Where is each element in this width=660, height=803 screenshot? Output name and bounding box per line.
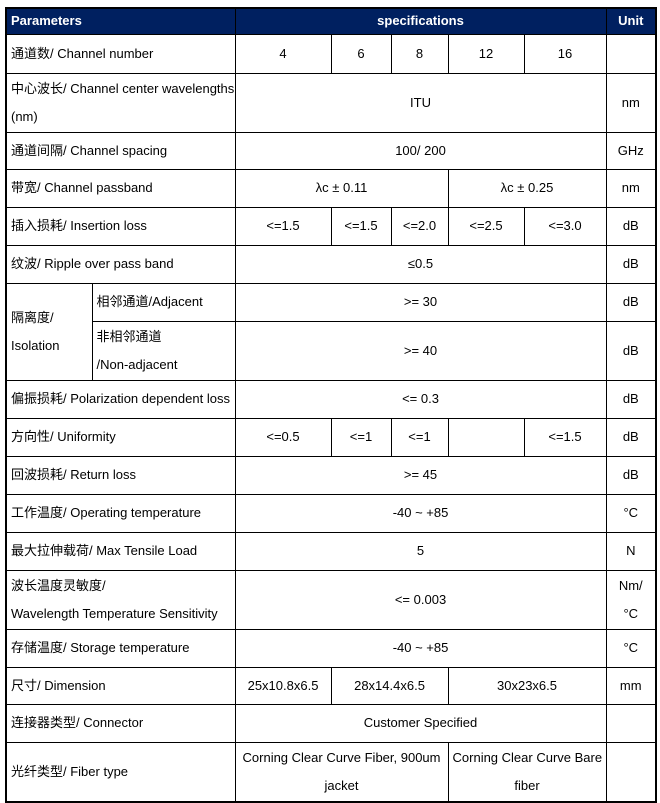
channel-spacing-label: 通道间隔/ Channel spacing	[5, 131, 236, 170]
uniformity-label: 方向性/ Uniformity	[5, 417, 236, 457]
datasheet-page: Parameters specifications Unit 通道数/ Chan…	[5, 7, 658, 803]
fiber-type-value-a: Corning Clear Curve Fiber, 900um jacket	[234, 741, 449, 802]
fiber-type-value-b: Corning Clear Curve Bare fiber	[447, 741, 607, 802]
connector-label: 连接器类型/ Connector	[5, 703, 236, 743]
row-center-wavelength: 中心波长/ Channel center wavelengths (nm) IT…	[5, 72, 657, 133]
row-channel-spacing: 通道间隔/ Channel spacing 100/ 200 GHz	[5, 131, 657, 170]
channel-number-value-3: 8	[390, 33, 449, 74]
row-operating-temperature: 工作温度/ Operating temperature -40 ~ +85 °C	[5, 493, 657, 533]
channel-number-value-5: 16	[523, 33, 607, 74]
passband-label: 带宽/ Channel passband	[5, 168, 236, 208]
channel-number-value-1: 4	[234, 33, 332, 74]
row-isolation-non-adjacent: 非相邻通道 /Non-adjacent >= 40 dB	[6, 320, 657, 381]
row-passband: 带宽/ Channel passband λc ± 0.11 λc ± 0.25…	[5, 168, 657, 208]
insertion-loss-value-5: <=3.0	[523, 206, 607, 246]
isolation-adjacent-value: >= 30	[234, 282, 607, 322]
operating-temperature-unit: °C	[605, 493, 657, 533]
wavelength-temperature-sensitivity-value: <= 0.003	[234, 569, 607, 630]
storage-temperature-value: -40 ~ +85	[234, 628, 607, 668]
insertion-loss-value-4: <=2.5	[447, 206, 525, 246]
pdl-label: 偏振损耗/ Polarization dependent loss	[5, 379, 236, 419]
max-tensile-load-value: 5	[234, 531, 607, 571]
header-specifications: specifications	[234, 7, 607, 35]
row-isolation-adjacent: 隔离度/ Isolation 相邻通道/Adjacent >= 30 dB	[5, 282, 657, 381]
channel-spacing-unit: GHz	[605, 131, 657, 170]
row-ripple: 纹波/ Ripple over pass band ≤0.5 dB	[5, 244, 657, 284]
row-channel-number: 通道数/ Channel number 4 6 8 12 16	[5, 33, 657, 74]
row-uniformity: 方向性/ Uniformity <=0.5 <=1 <=1 <=1.5 dB	[5, 417, 657, 457]
row-connector: 连接器类型/ Connector Customer Specified	[5, 703, 657, 743]
isolation-non-adjacent-value: >= 40	[234, 320, 607, 381]
uniformity-value-1: <=0.5	[234, 417, 332, 457]
isolation-adjacent-label: 相邻通道/Adjacent	[91, 282, 236, 322]
dimension-unit: mm	[605, 666, 657, 705]
row-wavelength-temperature-sensitivity: 波长温度灵敏度/ Wavelength Temperature Sensitiv…	[5, 569, 657, 630]
uniformity-value-4	[447, 417, 525, 457]
storage-temperature-unit: °C	[605, 628, 657, 668]
row-return-loss: 回波损耗/ Return loss >= 45 dB	[5, 455, 657, 495]
row-fiber-type: 光纤类型/ Fiber type Corning Clear Curve Fib…	[5, 741, 657, 802]
row-storage-temperature: 存储温度/ Storage temperature -40 ~ +85 °C	[5, 628, 657, 668]
return-loss-label: 回波损耗/ Return loss	[5, 455, 236, 495]
operating-temperature-label: 工作温度/ Operating temperature	[5, 493, 236, 533]
insertion-loss-unit: dB	[605, 206, 657, 246]
row-max-tensile-load: 最大拉伸载荷/ Max Tensile Load 5 N	[5, 531, 657, 571]
operating-temperature-value: -40 ~ +85	[234, 493, 607, 533]
fiber-type-unit	[605, 741, 657, 802]
connector-value: Customer Specified	[234, 703, 607, 743]
return-loss-unit: dB	[605, 455, 657, 495]
wavelength-temperature-sensitivity-unit: Nm/ °C	[605, 569, 657, 630]
row-pdl: 偏振损耗/ Polarization dependent loss <= 0.3…	[5, 379, 657, 419]
pdl-unit: dB	[605, 379, 657, 419]
isolation-label: 隔离度/ Isolation	[5, 282, 93, 381]
insertion-loss-label: 插入损耗/ Insertion loss	[5, 206, 236, 246]
channel-number-label: 通道数/ Channel number	[5, 33, 236, 74]
uniformity-value-3: <=1	[390, 417, 449, 457]
channel-number-unit	[605, 33, 657, 74]
uniformity-value-5: <=1.5	[523, 417, 607, 457]
passband-value-a: λc ± 0.11	[234, 168, 449, 208]
uniformity-unit: dB	[605, 417, 657, 457]
passband-value-b: λc ± 0.25	[447, 168, 607, 208]
fiber-type-label: 光纤类型/ Fiber type	[5, 741, 236, 802]
channel-number-value-2: 6	[330, 33, 392, 74]
insertion-loss-value-1: <=1.5	[234, 206, 332, 246]
max-tensile-load-label: 最大拉伸载荷/ Max Tensile Load	[5, 531, 236, 571]
isolation-non-adjacent-unit: dB	[605, 320, 657, 381]
isolation-adjacent-unit: dB	[605, 282, 657, 322]
center-wavelength-unit: nm	[605, 72, 657, 133]
center-wavelength-value: ITU	[234, 72, 607, 133]
dimension-label: 尺寸/ Dimension	[5, 666, 236, 705]
specifications-table: Parameters specifications Unit 通道数/ Chan…	[5, 7, 658, 803]
ripple-value: ≤0.5	[234, 244, 607, 284]
row-insertion-loss: 插入损耗/ Insertion loss <=1.5 <=1.5 <=2.0 <…	[5, 206, 657, 246]
uniformity-value-2: <=1	[330, 417, 392, 457]
channel-number-value-4: 12	[447, 33, 525, 74]
channel-spacing-value: 100/ 200	[234, 131, 607, 170]
storage-temperature-label: 存储温度/ Storage temperature	[5, 628, 236, 668]
row-dimension: 尺寸/ Dimension 25x10.8x6.5 28x14.4x6.5 30…	[5, 666, 657, 705]
header-row: Parameters specifications Unit	[5, 7, 657, 35]
return-loss-value: >= 45	[234, 455, 607, 495]
header-unit: Unit	[605, 7, 657, 35]
dimension-value-3: 30x23x6.5	[447, 666, 607, 705]
insertion-loss-value-2: <=1.5	[330, 206, 392, 246]
header-parameters: Parameters	[5, 7, 236, 35]
max-tensile-load-unit: N	[605, 531, 657, 571]
passband-unit: nm	[605, 168, 657, 208]
dimension-value-2: 28x14.4x6.5	[330, 666, 449, 705]
insertion-loss-value-3: <=2.0	[390, 206, 449, 246]
wavelength-temperature-sensitivity-label: 波长温度灵敏度/ Wavelength Temperature Sensitiv…	[5, 569, 236, 630]
ripple-label: 纹波/ Ripple over pass band	[5, 244, 236, 284]
isolation-non-adjacent-label: 非相邻通道 /Non-adjacent	[91, 320, 236, 381]
center-wavelength-label: 中心波长/ Channel center wavelengths (nm)	[5, 72, 236, 133]
pdl-value: <= 0.3	[234, 379, 607, 419]
connector-unit	[605, 703, 657, 743]
ripple-unit: dB	[605, 244, 657, 284]
dimension-value-1: 25x10.8x6.5	[234, 666, 332, 705]
